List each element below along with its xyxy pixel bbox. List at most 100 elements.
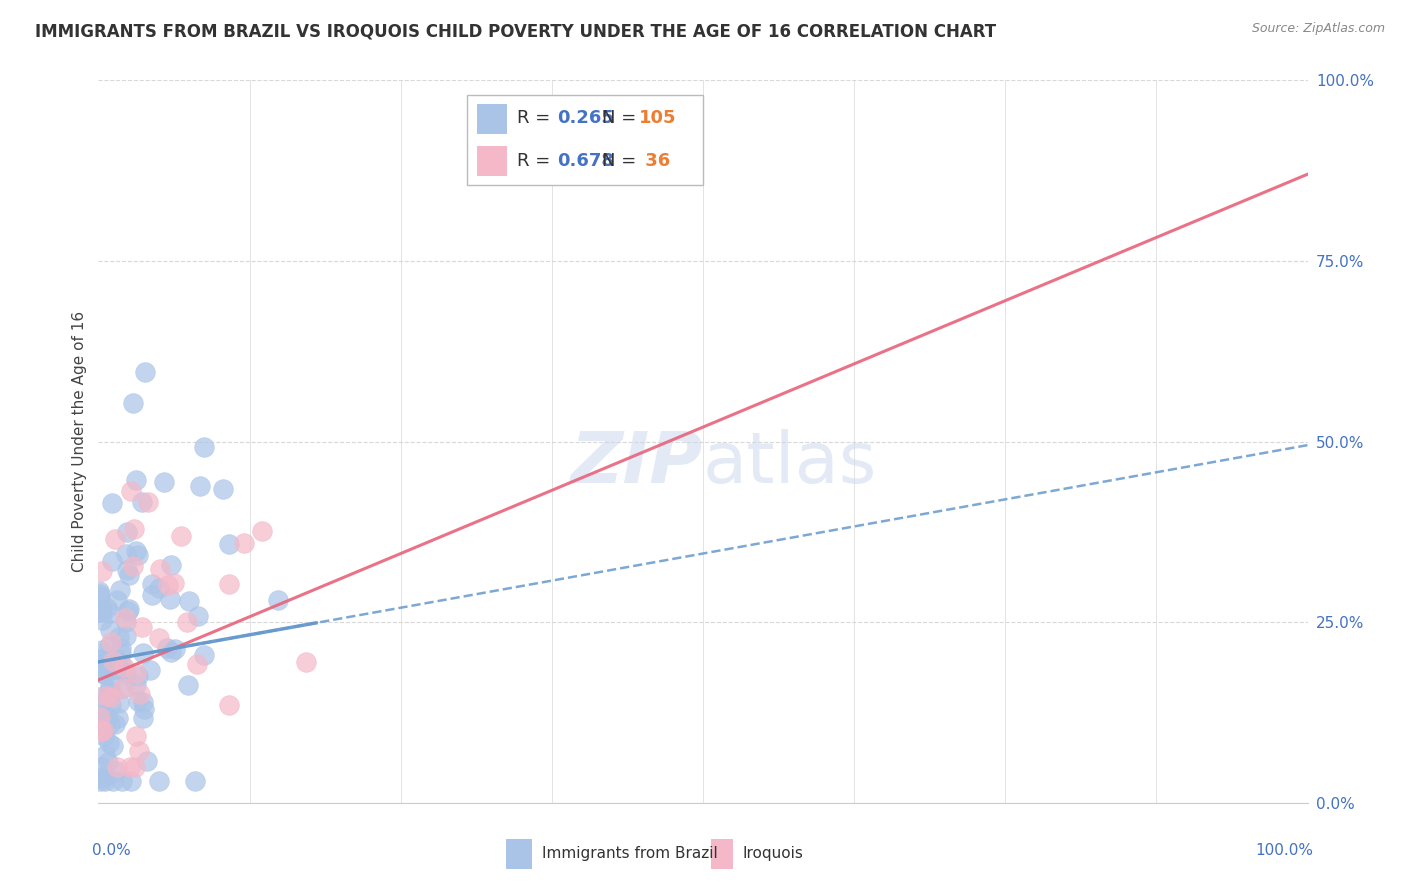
Point	[110, 657, 132, 671]
Point	[91, 665, 114, 680]
Point	[105, 760, 128, 774]
Text: Iroquois: Iroquois	[742, 847, 803, 861]
Point	[93, 707, 115, 722]
Point	[165, 641, 187, 656]
Point	[100, 496, 122, 510]
Point	[91, 564, 114, 578]
Point	[90, 760, 112, 774]
Point	[193, 440, 215, 454]
Point	[148, 774, 170, 789]
Point	[138, 494, 160, 508]
Point	[114, 615, 136, 629]
Point	[89, 605, 111, 619]
Point	[124, 473, 146, 487]
Point	[131, 620, 153, 634]
Point	[111, 663, 134, 677]
Point	[101, 686, 124, 700]
Point	[98, 623, 121, 637]
FancyBboxPatch shape	[711, 838, 733, 869]
Point	[104, 650, 127, 665]
Point	[159, 592, 181, 607]
Point	[105, 592, 128, 607]
Point	[94, 714, 117, 728]
Point	[103, 739, 125, 753]
Point	[90, 697, 112, 711]
Point	[89, 590, 111, 604]
Point	[111, 774, 134, 789]
Point	[101, 654, 124, 668]
Point	[250, 524, 273, 539]
Point	[93, 729, 115, 743]
Point	[155, 641, 177, 656]
Point	[87, 652, 110, 666]
Point	[176, 615, 198, 629]
Point	[118, 602, 141, 616]
Point	[127, 669, 149, 683]
Point	[117, 604, 139, 618]
Point	[131, 494, 153, 508]
Point	[193, 648, 215, 663]
Point	[108, 630, 131, 644]
Point	[179, 594, 201, 608]
Point	[98, 716, 121, 731]
Text: atlas: atlas	[703, 429, 877, 498]
Point	[90, 613, 112, 627]
Point	[101, 774, 124, 789]
Point	[128, 744, 150, 758]
Point	[212, 482, 235, 496]
Point	[138, 664, 160, 678]
Point	[121, 559, 143, 574]
Point	[107, 711, 129, 725]
Point	[184, 774, 207, 789]
Point	[170, 529, 193, 543]
Point	[177, 678, 200, 692]
Point	[148, 632, 170, 646]
Point	[91, 723, 114, 738]
Point	[89, 710, 111, 724]
Point	[125, 730, 148, 744]
Point	[108, 664, 131, 678]
Point	[120, 484, 142, 499]
Point	[187, 609, 209, 624]
Point	[124, 544, 146, 558]
Point	[112, 681, 135, 696]
Point	[115, 547, 138, 561]
Point	[97, 655, 120, 669]
Point	[97, 735, 120, 749]
Point	[91, 605, 114, 619]
Point	[89, 690, 111, 704]
Point	[153, 475, 176, 489]
Point	[94, 748, 117, 763]
Text: IMMIGRANTS FROM BRAZIL VS IROQUOIS CHILD POVERTY UNDER THE AGE OF 16 CORRELATION: IMMIGRANTS FROM BRAZIL VS IROQUOIS CHILD…	[35, 22, 997, 40]
Point	[118, 568, 141, 582]
Point	[91, 657, 114, 672]
Point	[104, 532, 127, 546]
Point	[132, 695, 155, 709]
Point	[89, 587, 111, 601]
Point	[98, 656, 121, 670]
Point	[148, 582, 170, 596]
Point	[98, 639, 121, 653]
Point	[101, 554, 124, 568]
Point	[104, 764, 127, 778]
Point	[295, 655, 318, 669]
Text: 100.0%: 100.0%	[1256, 843, 1313, 857]
Point	[91, 719, 114, 733]
Point	[122, 396, 145, 410]
Point	[93, 657, 115, 672]
Point	[118, 760, 141, 774]
Point	[89, 771, 111, 785]
Point	[110, 640, 132, 655]
Point	[218, 577, 240, 591]
Point	[120, 774, 142, 789]
Point	[127, 693, 149, 707]
Point	[110, 582, 132, 597]
FancyBboxPatch shape	[506, 838, 531, 869]
Point	[218, 698, 240, 712]
Point	[129, 687, 152, 701]
Point	[157, 578, 180, 592]
Point	[132, 711, 155, 725]
Point	[94, 769, 117, 783]
Point	[94, 668, 117, 682]
Point	[124, 760, 146, 774]
